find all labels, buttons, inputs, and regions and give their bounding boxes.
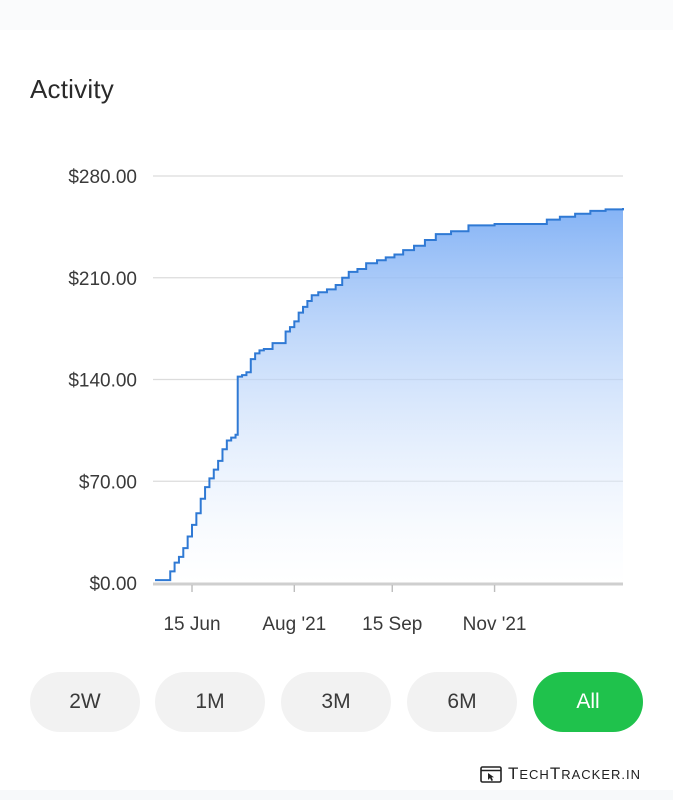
y-tick-label: $70.00 [79, 472, 137, 493]
x-tick-label: Aug '21 [262, 614, 326, 635]
page-title: Activity [30, 74, 114, 104]
range-button-3m[interactable]: 3M [281, 672, 391, 732]
bottom-strip [0, 790, 673, 800]
y-axis: $0.00 $70.00 $140.00 $210.00 $280.00 [68, 167, 137, 595]
y-tick-label: $280.00 [68, 167, 137, 188]
range-button-all[interactable]: All [533, 672, 643, 732]
range-button-2w[interactable]: 2W [30, 672, 140, 732]
x-axis-ticks: 15 Jun Aug '21 15 Sep Nov '21 [163, 585, 526, 635]
area-fill [155, 207, 623, 583]
y-tick-label: $140.00 [68, 371, 137, 392]
top-strip [0, 0, 673, 30]
watermark-logo: TECHTRACKER.IN [480, 764, 641, 784]
browser-cursor-icon [480, 765, 502, 783]
y-tick-label: $0.00 [89, 574, 137, 595]
range-selector: 2W 1M 3M 6M All [0, 672, 673, 732]
range-button-1m[interactable]: 1M [155, 672, 265, 732]
x-tick-label: 15 Sep [362, 614, 422, 635]
y-tick-label: $210.00 [68, 269, 137, 290]
x-tick-label: 15 Jun [163, 614, 220, 635]
x-tick-label: Nov '21 [463, 614, 527, 635]
watermark-text: TECHTRACKER.IN [507, 764, 641, 783]
range-button-6m[interactable]: 6M [407, 672, 517, 732]
series-line [155, 207, 624, 582]
activity-chart: $0.00 $70.00 $140.00 $210.00 $280.00 15 Jun A… [68, 167, 624, 635]
